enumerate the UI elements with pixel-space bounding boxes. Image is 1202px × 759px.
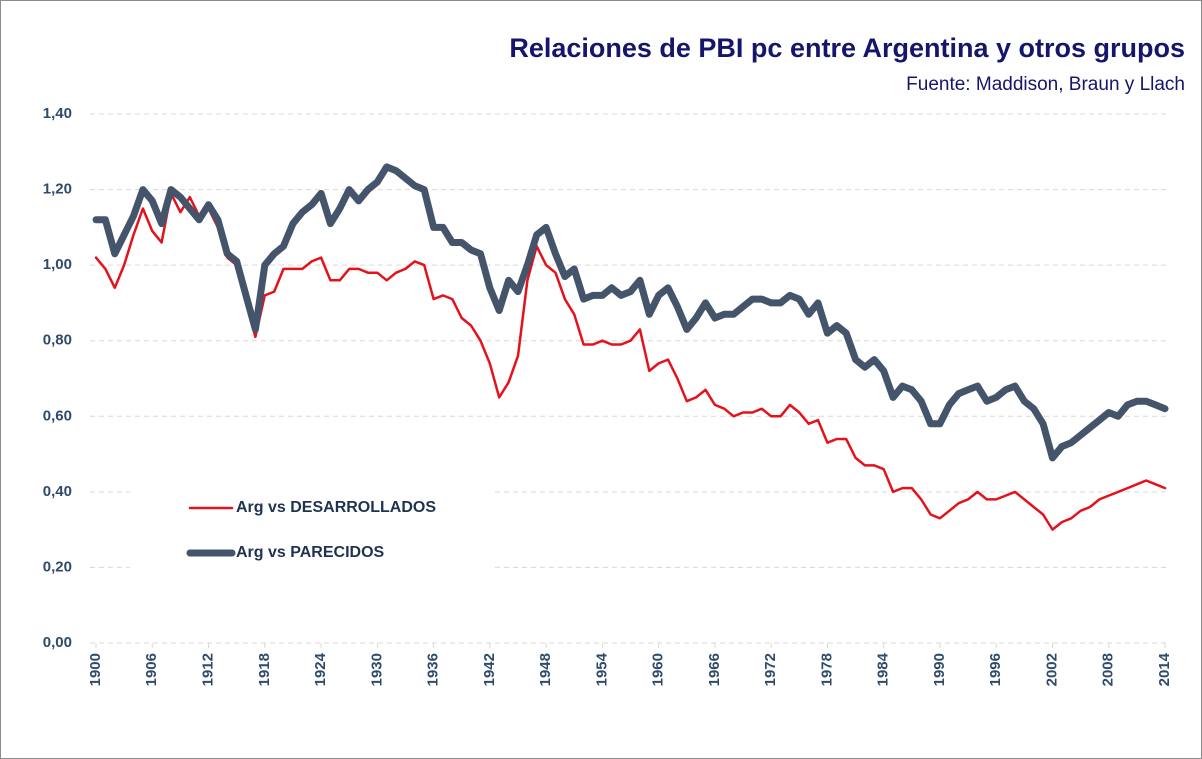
- legend-label: Arg vs DESARROLLADOS: [236, 499, 436, 516]
- x-tick-label: 1972: [762, 653, 779, 686]
- x-tick-label: 1990: [931, 653, 948, 686]
- x-tick-label: 1960: [650, 653, 667, 686]
- chart-title: Relaciones de PBI pc entre Argentina y o…: [509, 33, 1185, 63]
- chart-subtitle: Fuente: Maddison, Braun y Llach: [906, 74, 1185, 95]
- x-tick-label: 1954: [593, 652, 610, 686]
- x-tick-label: 1912: [199, 653, 216, 686]
- y-tick-label: 1,00: [43, 256, 72, 273]
- y-tick-label: 1,40: [43, 105, 72, 122]
- x-tick-label: 1924: [312, 652, 329, 686]
- y-tick-label: 1,20: [43, 181, 72, 198]
- x-tick-label: 1978: [818, 653, 835, 686]
- x-tick-label: 2008: [1100, 653, 1117, 686]
- x-tick-label: 2002: [1043, 653, 1060, 686]
- y-tick-label: 0,00: [43, 634, 72, 651]
- x-tick-label: 1966: [706, 653, 723, 686]
- x-tick-label: 1984: [875, 652, 892, 686]
- legend-label: Arg vs PARECIDOS: [236, 544, 385, 561]
- x-tick-label: 1996: [987, 653, 1004, 686]
- line: [92, 163, 1169, 462]
- x-tick-label: 1942: [481, 653, 498, 686]
- x-tick-label: 1906: [143, 653, 160, 686]
- x-tick-label: 1918: [256, 653, 273, 686]
- x-tick-label: 2014: [1156, 652, 1173, 686]
- x-tick-label: 1936: [425, 653, 442, 686]
- y-tick-label: 0,80: [43, 332, 72, 349]
- legend-background: [130, 480, 495, 580]
- y-tick-label: 0,20: [43, 558, 72, 575]
- x-tick-label: 1900: [87, 653, 104, 686]
- x-tick-label: 1930: [368, 653, 385, 686]
- y-tick-label: 0,40: [43, 483, 72, 500]
- x-tick-label: 1948: [537, 653, 554, 686]
- y-tick-label: 0,60: [43, 407, 72, 424]
- line: [94, 192, 1167, 531]
